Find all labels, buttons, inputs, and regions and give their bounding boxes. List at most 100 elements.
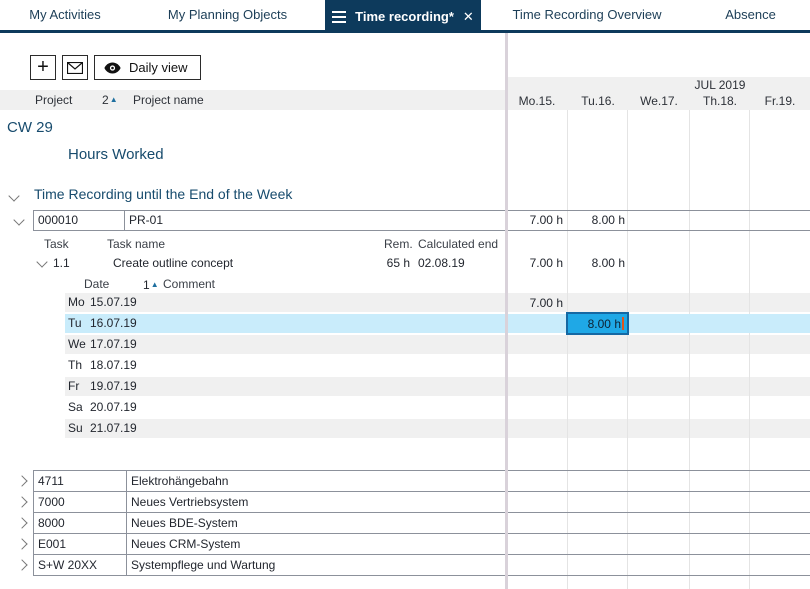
- row-border: [505, 575, 810, 576]
- day-header-we: We.17.: [640, 94, 678, 108]
- project-hours-tu[interactable]: 8.00 h: [591, 213, 625, 227]
- project-id-cell[interactable]: 7000: [33, 491, 127, 513]
- date-row-mo[interactable]: Mo 15.07.19: [65, 293, 810, 312]
- task-name[interactable]: Create outline concept: [113, 256, 234, 270]
- project-id-cell[interactable]: 8000: [33, 512, 127, 534]
- entry-hours-mo[interactable]: 7.00 h: [529, 296, 563, 310]
- day-header-th: Th.18.: [702, 94, 738, 108]
- column-header-calculated-end[interactable]: Calculated end: [418, 237, 499, 251]
- section-title[interactable]: Time Recording until the End of the Week: [34, 186, 293, 202]
- close-icon[interactable]: ✕: [462, 9, 474, 24]
- date-value: 15.07.19: [90, 295, 137, 309]
- column-header-task[interactable]: Task: [44, 237, 69, 251]
- tab-time-recording-overview[interactable]: Time Recording Overview: [512, 7, 662, 22]
- chevron-right-icon[interactable]: [16, 538, 28, 550]
- tab-my-activities[interactable]: My Activities: [29, 7, 101, 22]
- date-value: 21.07.19: [90, 421, 137, 435]
- tab-my-planning-objects[interactable]: My Planning Objects: [167, 7, 288, 22]
- eye-icon: [104, 62, 121, 73]
- panel-divider[interactable]: [505, 33, 508, 589]
- column-header-rem[interactable]: Rem.: [384, 237, 413, 251]
- date-row-th[interactable]: Th 18.07.19: [65, 356, 810, 375]
- task-hours-tu[interactable]: 8.00 h: [591, 256, 625, 270]
- row-border: [505, 512, 810, 513]
- daily-view-label: Daily view: [129, 60, 188, 75]
- chevron-down-icon[interactable]: [13, 214, 25, 226]
- project-name-cell[interactable]: PR-01: [124, 210, 506, 231]
- row-border: [505, 554, 810, 555]
- mail-button[interactable]: [62, 55, 88, 80]
- project-name-cell[interactable]: Elektrohängebahn: [126, 470, 506, 492]
- sort-indicator-date[interactable]: 1▲: [143, 278, 159, 292]
- grid-column-line: [689, 110, 690, 589]
- chevron-right-icon[interactable]: [16, 496, 28, 508]
- sort-asc-icon: ▲: [150, 280, 159, 289]
- day-abbrev: Tu: [68, 316, 82, 330]
- calendar-header-band: [506, 77, 810, 110]
- row-border: [505, 533, 810, 534]
- sort-indicator-project[interactable]: 2▲: [102, 93, 118, 107]
- day-abbrev: Mo: [68, 295, 85, 309]
- date-row-we[interactable]: We 17.07.19: [65, 335, 810, 354]
- row-border: [505, 230, 810, 231]
- tab-absence[interactable]: Absence: [725, 7, 776, 22]
- date-row-tu-selected[interactable]: Tu 16.07.19: [65, 314, 810, 333]
- day-abbrev: Th: [68, 358, 83, 372]
- project-hours-mo[interactable]: 7.00 h: [529, 213, 563, 227]
- task-hours-mo[interactable]: 7.00 h: [529, 256, 563, 270]
- text-caret: [622, 317, 624, 330]
- chevron-right-icon[interactable]: [16, 517, 28, 529]
- project-name-cell[interactable]: Neues BDE-System: [126, 512, 506, 534]
- project-id-cell[interactable]: S+W 20XX: [33, 554, 127, 576]
- project-name-cell[interactable]: Systempflege und Wartung: [126, 554, 506, 576]
- month-header: JUL 2019: [694, 78, 746, 92]
- date-value: 17.07.19: [90, 337, 137, 351]
- column-header-project-name[interactable]: Project name: [133, 93, 204, 107]
- task-id[interactable]: 1.1: [53, 256, 70, 270]
- column-header-date[interactable]: Date: [84, 277, 110, 291]
- add-button[interactable]: +: [30, 55, 56, 80]
- row-border: [505, 470, 810, 471]
- chevron-right-icon[interactable]: [16, 475, 28, 487]
- day-abbrev: We: [68, 337, 86, 351]
- chevron-down-icon[interactable]: [36, 256, 48, 268]
- grid-column-line: [749, 110, 750, 589]
- project-id-cell[interactable]: 000010: [33, 210, 125, 231]
- chevron-right-icon[interactable]: [16, 559, 28, 571]
- tab-time-recording[interactable]: Time recording* ✕: [325, 0, 481, 33]
- column-header-task-name[interactable]: Task name: [107, 237, 166, 251]
- day-abbrev: Fr: [68, 379, 80, 393]
- day-header-mo: Mo.15.: [518, 94, 556, 108]
- date-value: 18.07.19: [90, 358, 137, 372]
- project-id-cell[interactable]: E001: [33, 533, 127, 555]
- date-value: 20.07.19: [90, 400, 137, 414]
- selected-hours-cell[interactable]: 8.00 h: [566, 312, 629, 335]
- date-row-su[interactable]: Su 21.07.19: [65, 419, 810, 438]
- task-remaining: 65 h: [386, 256, 410, 270]
- grid-column-line: [627, 110, 628, 589]
- task-calculated-end: 02.08.19: [418, 256, 465, 270]
- row-border: [505, 210, 810, 211]
- selected-hours-value: 8.00 h: [587, 316, 621, 331]
- date-value: 19.07.19: [90, 379, 137, 393]
- project-name-cell[interactable]: Neues Vertriebsystem: [126, 491, 506, 513]
- row-border: [505, 491, 810, 492]
- calendar-week-label: CW 29: [7, 119, 53, 136]
- chevron-down-icon[interactable]: [8, 190, 20, 202]
- column-header-comment[interactable]: Comment: [163, 277, 216, 291]
- menu-icon[interactable]: [332, 8, 347, 26]
- date-row-fr[interactable]: Fr 19.07.19: [65, 377, 810, 396]
- project-name-cell[interactable]: Neues CRM-System: [126, 533, 506, 555]
- project-id-cell[interactable]: 4711: [33, 470, 127, 492]
- tab-bar: My Activities My Planning Objects Time r…: [0, 0, 810, 33]
- date-value: 16.07.19: [90, 316, 137, 330]
- day-abbrev: Su: [68, 421, 83, 435]
- daily-view-button[interactable]: Daily view: [94, 55, 201, 80]
- date-row-sa[interactable]: Sa 20.07.19: [65, 398, 810, 417]
- grid-column-line: [567, 110, 568, 589]
- envelope-icon: [67, 61, 83, 74]
- sort-asc-icon: ▲: [109, 95, 118, 104]
- column-header-project[interactable]: Project: [35, 93, 73, 107]
- hours-worked-heading: Hours Worked: [68, 146, 164, 163]
